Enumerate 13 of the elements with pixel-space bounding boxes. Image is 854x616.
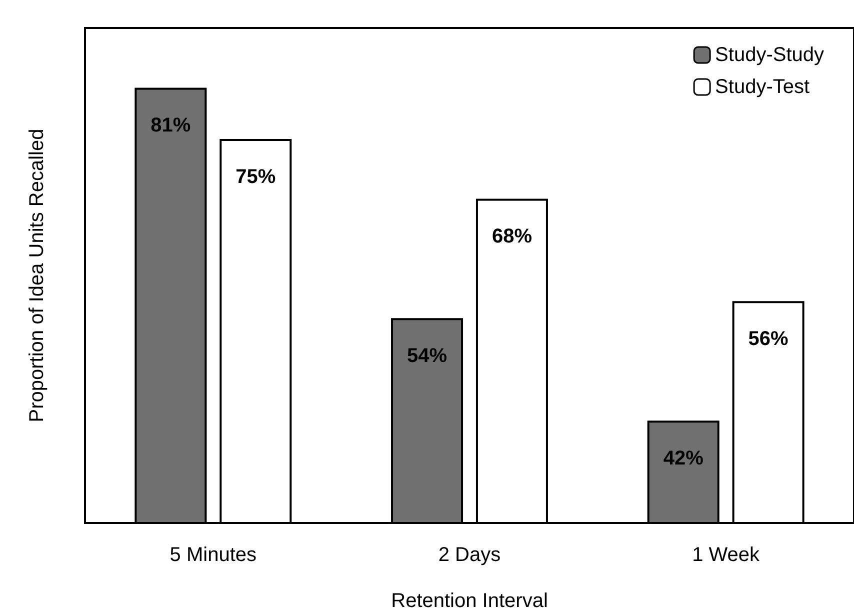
- legend-label: Study-Study: [715, 44, 824, 66]
- data-label: 42%: [663, 448, 704, 470]
- data-label: 81%: [150, 114, 191, 137]
- x-axis-title: Retention Interval: [391, 590, 548, 612]
- data-label: 68%: [492, 226, 532, 248]
- x-tick-label: 2 Days: [438, 544, 501, 566]
- y-axis-title: Proportion of Idea Units Recalled: [26, 128, 48, 422]
- data-label: 54%: [407, 345, 448, 368]
- data-label: 56%: [748, 328, 789, 350]
- x-tick-label: 5 Minutes: [170, 544, 257, 566]
- data-label: 75%: [236, 166, 276, 188]
- legend-label: Study-Test: [715, 76, 810, 98]
- x-tick-label: 1 Week: [692, 544, 761, 566]
